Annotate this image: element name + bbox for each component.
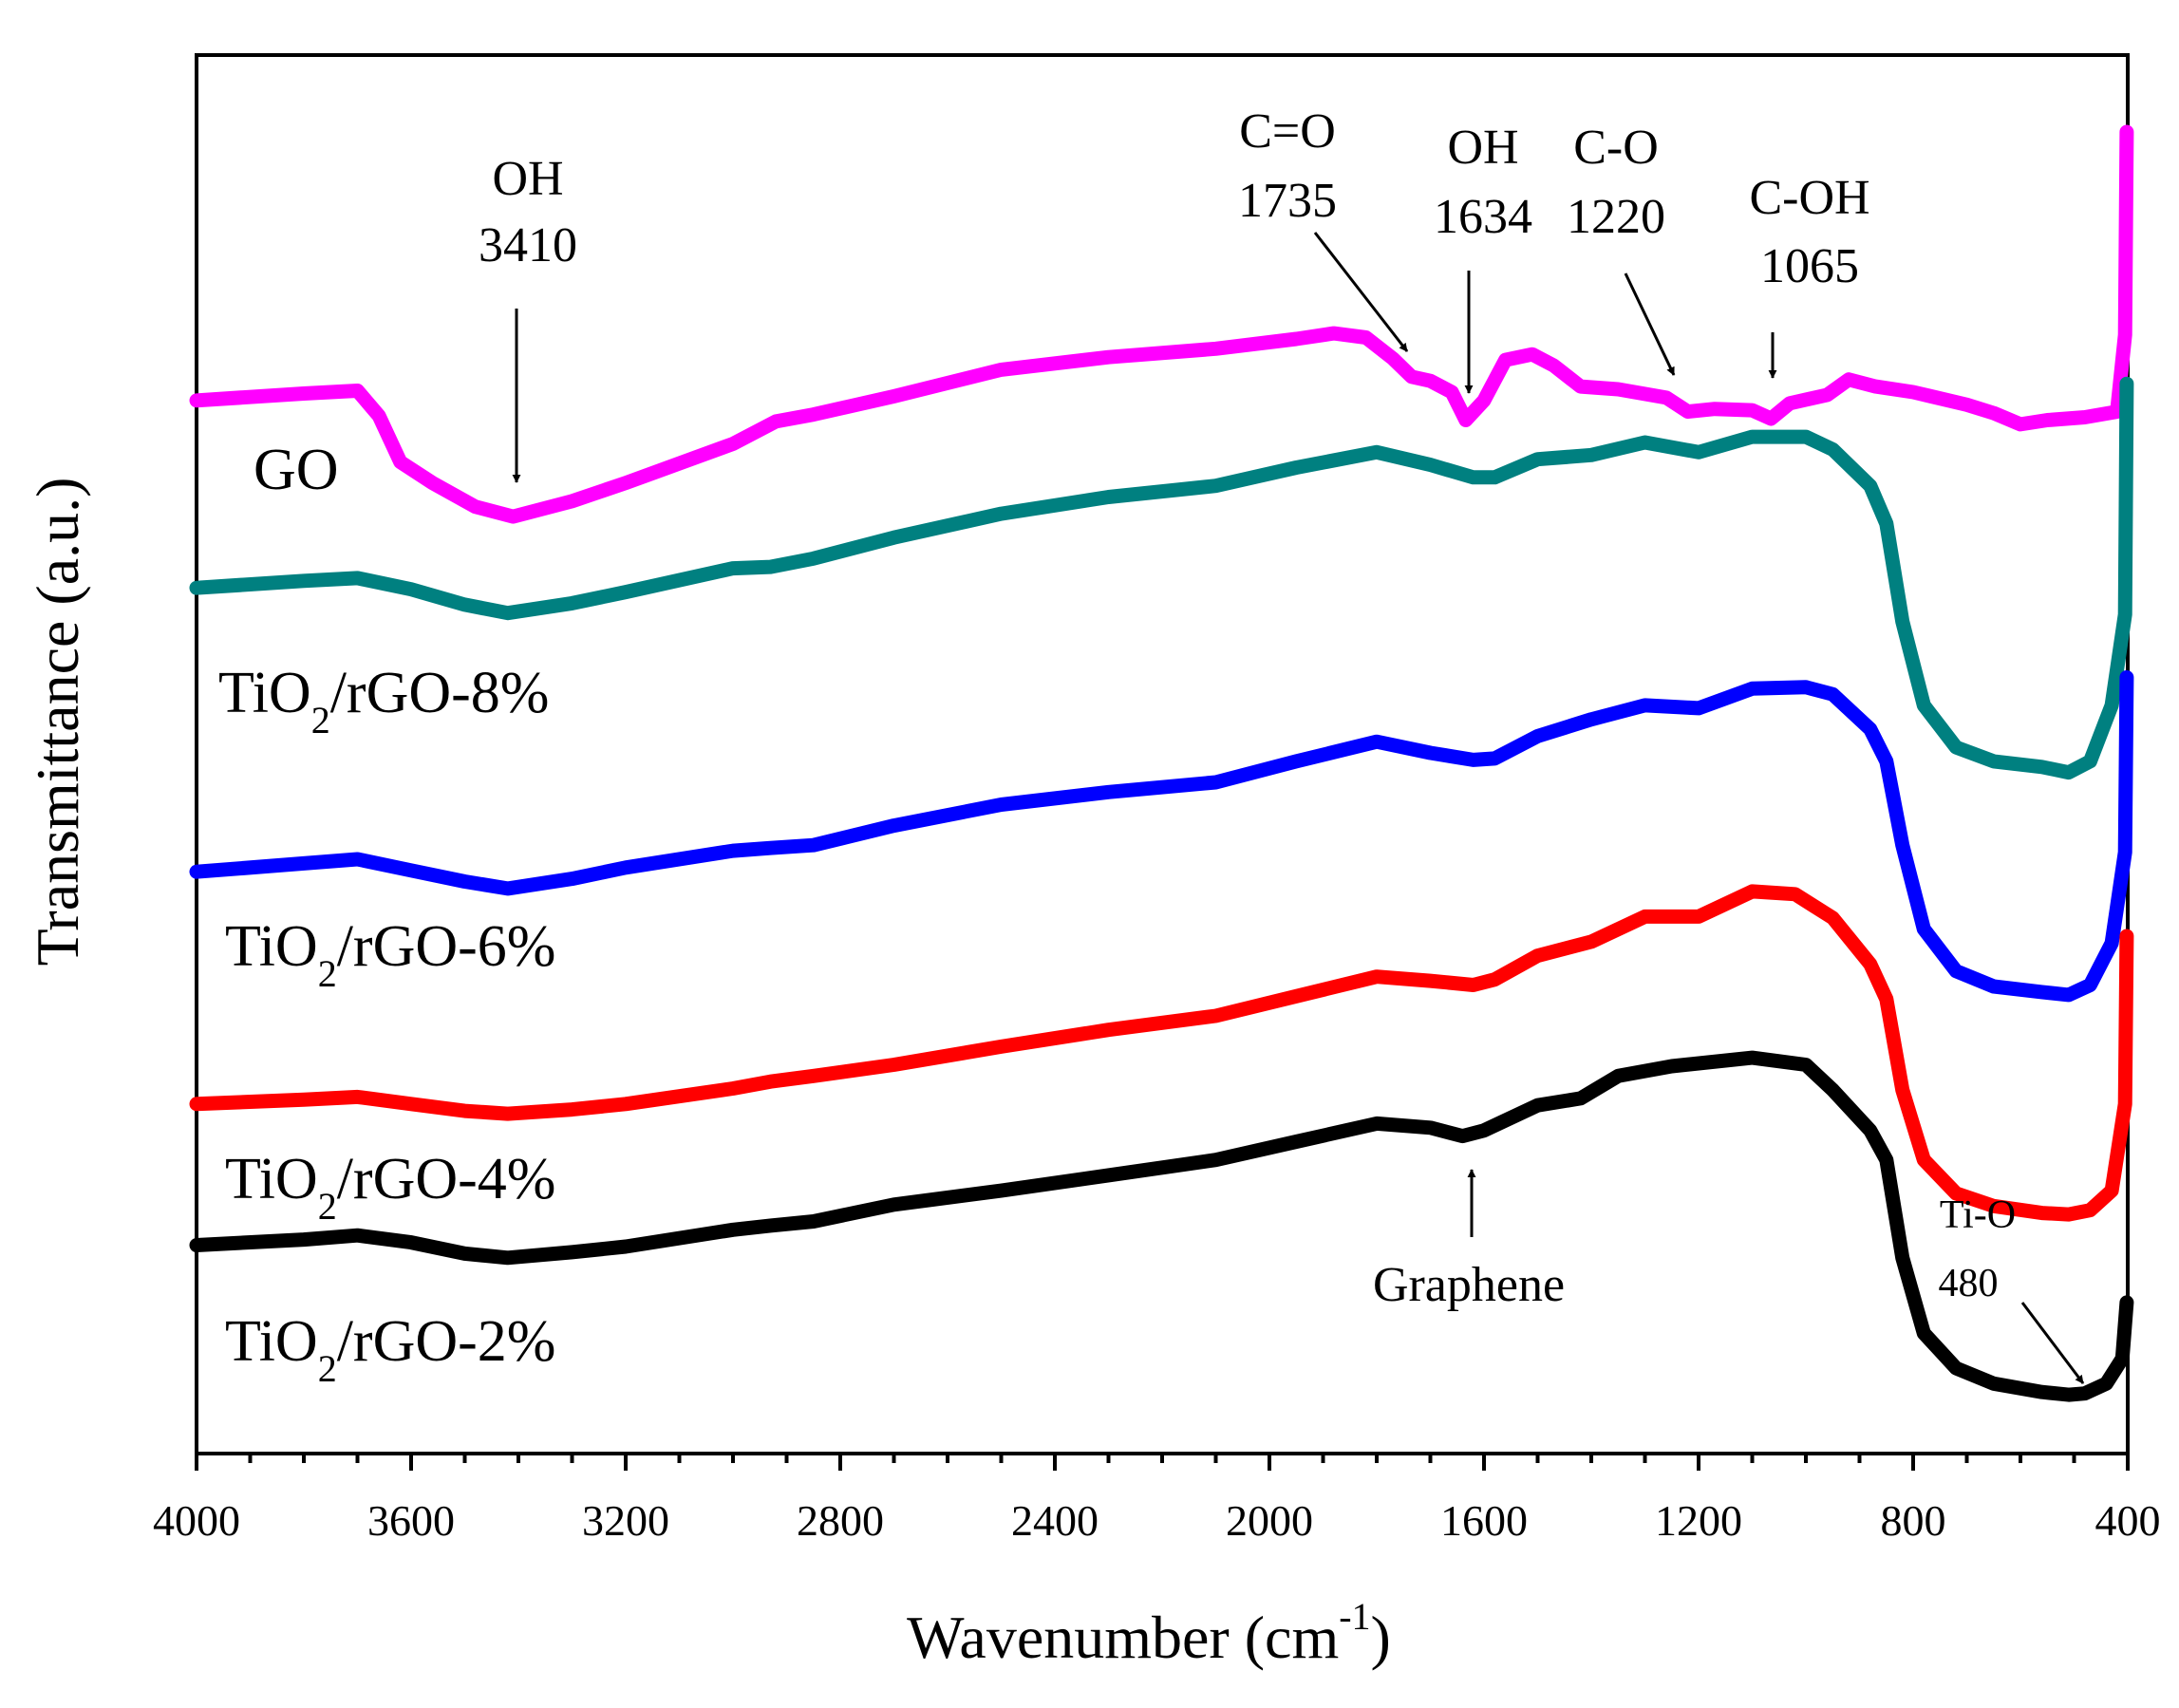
series-label-main: TiO [225,1309,318,1374]
series-label-sub: 2 [318,952,337,995]
annotation-c-o-1220: C-O 1220 [1567,121,1676,376]
x-tick-label: 1600 [1440,1496,1528,1545]
x-tick-label: 2400 [1011,1496,1099,1545]
series-label-go: GO [254,438,339,502]
series-label-sub: 2 [318,1185,337,1228]
series-line-tio2-rgo-8 [189,376,2134,780]
annotation-c-oh-1065: C-OH 1065 [1749,171,1870,379]
annotation-value: 3410 [479,218,577,272]
annotation-graphene: Graphene [1373,1169,1565,1312]
series-label-rest: /rGO-2% [337,1309,556,1374]
series-label-main: GO [254,438,339,502]
annotation-label: Graphene [1373,1258,1565,1312]
annotation-arrow [1624,272,1676,376]
x-tick-label: 800 [1881,1496,1946,1545]
x-tick-label: 3200 [582,1496,669,1545]
annotation-label: C-OH [1749,171,1869,225]
annotation-oh-1634: OH 1634 [1434,121,1532,394]
y-axis-title: Transmittance (a.u.) [24,478,91,967]
annotation-ti-o-480: Ti-O 480 [1939,1193,2085,1384]
x-tick-label: 1200 [1655,1496,1742,1545]
annotation-value: 1634 [1434,190,1532,244]
annotation-value: 1220 [1567,190,1665,244]
x-axis-tick-labels: 4000 3600 3200 2800 2400 2000 1600 1200 … [153,1496,2161,1545]
annotation-arrow [2020,1302,2085,1384]
annotation-label: C=O [1239,104,1336,159]
series-label-rest: /rGO-6% [337,914,556,979]
series-label-rest: /rGO-4% [337,1147,556,1211]
series-group [189,124,2134,1402]
series-label-rest: /rGO-8% [330,661,550,725]
series-label-tio2-rgo-4: TiO2/rGO-4% [225,1147,555,1228]
x-tick-label: 2800 [797,1496,884,1545]
series-line-tio2-rgo-2 [189,1050,2134,1402]
series-label-tio2-rgo-6: TiO2/rGO-6% [225,914,555,995]
series-label-sub: 2 [311,699,330,741]
annotation-label: OH [492,152,563,206]
series-label-tio2-rgo-2: TiO2/rGO-2% [225,1309,555,1390]
x-tick-label: 400 [2095,1496,2161,1545]
x-axis-ticks [195,1454,2130,1471]
x-tick-label: 4000 [153,1496,240,1545]
annotation-label: OH [1447,121,1518,175]
annotation-value: 1065 [1760,239,1859,293]
series-label-main: TiO [225,914,318,979]
annotation-value: 1735 [1238,174,1337,228]
annotation-oh-3410: OH 3410 [479,152,577,483]
series-label-main: TiO [218,661,311,725]
x-tick-label: 2000 [1226,1496,1313,1545]
series-line-tio2-rgo-4 [189,884,2134,1222]
series-line-go [189,124,2134,524]
annotation-c-o-1735: C=O 1735 [1238,104,1409,352]
annotation-arrow [1313,232,1409,352]
series-label-main: TiO [225,1147,318,1211]
x-axis-title-main: Wavenumber (cm [907,1604,1339,1671]
annotation-value: 480 [1939,1262,1999,1305]
x-axis-title: Wavenumber (cm-1) [907,1595,1391,1671]
annotation-label: Ti-O [1940,1193,2016,1237]
x-tick-label: 3600 [367,1496,455,1545]
series-label-tio2-rgo-8: TiO2/rGO-8% [218,661,549,741]
series-line-tio2-rgo-6 [189,670,2134,1003]
series-label-sub: 2 [318,1347,337,1390]
x-axis-title-close: ) [1371,1604,1391,1671]
x-axis-title-sup: -1 [1339,1595,1370,1638]
annotation-label: C-O [1573,121,1659,175]
